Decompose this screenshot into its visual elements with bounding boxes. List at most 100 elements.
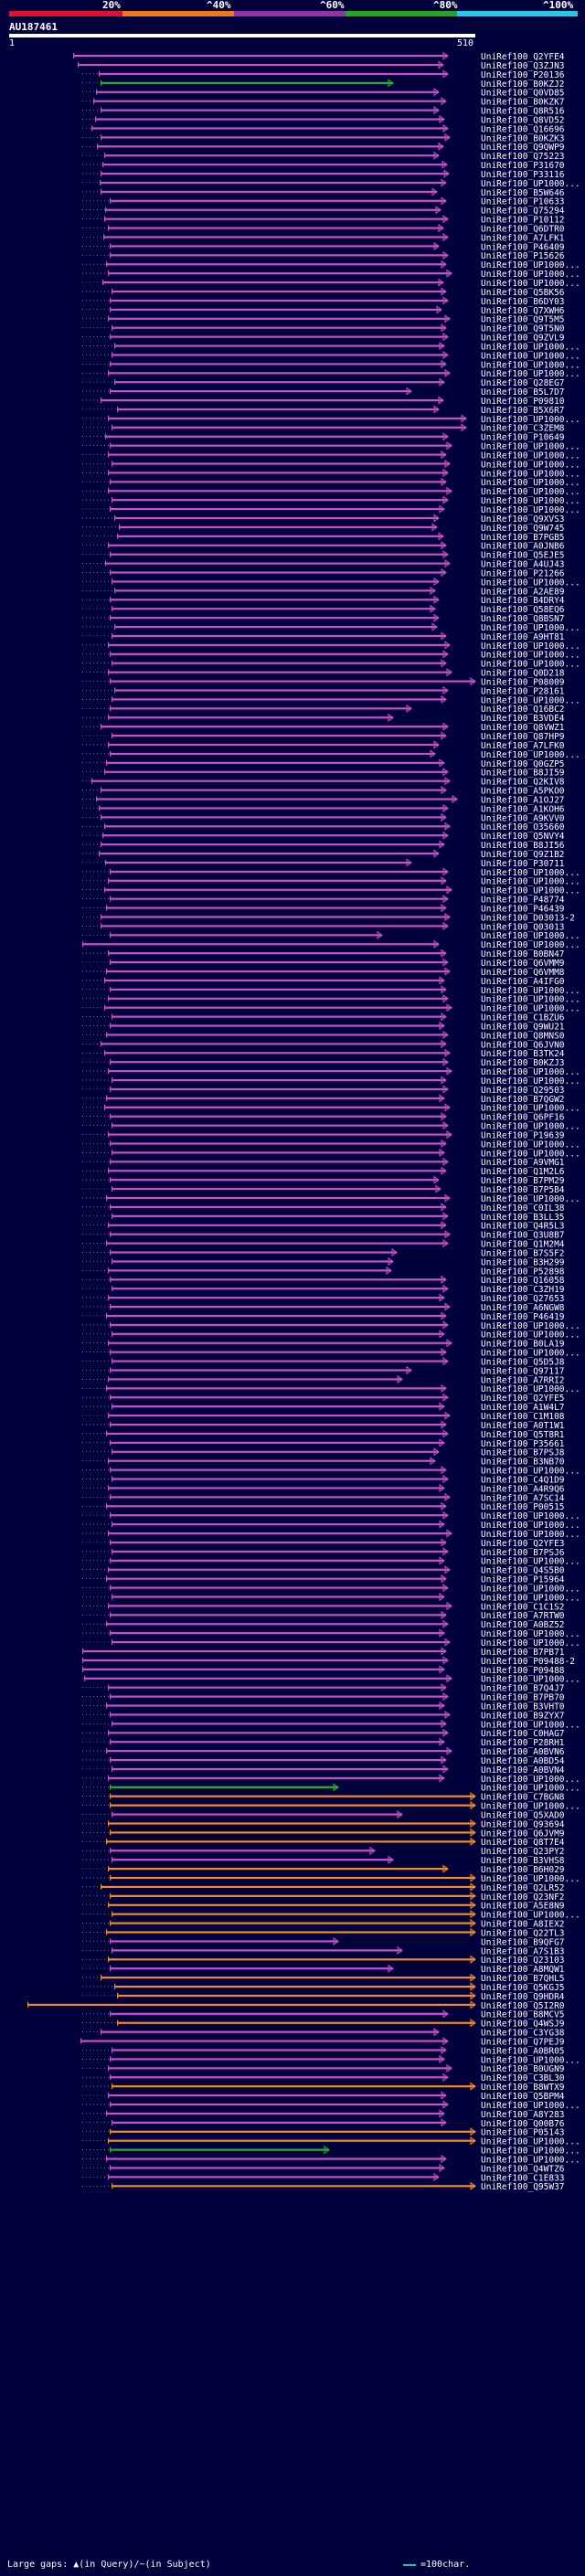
hit-row[interactable]: UniRef100_C4Q1D9: [82, 1474, 565, 1485]
hit-row[interactable]: UniRef100_Q9Z1B2: [82, 849, 565, 860]
hit-row[interactable]: UniRef100_Q9W745: [82, 523, 565, 534]
hit-label[interactable]: UniRef100_A0BR05: [481, 2046, 565, 2056]
hit-label[interactable]: UniRef100_Q7PEJ9: [481, 2037, 565, 2047]
hit-row[interactable]: UniRef100_A2AE89: [82, 586, 565, 597]
hit-row[interactable]: UniRef100_UP1000...: [82, 359, 580, 370]
hit-label[interactable]: UniRef100_A0BZ52: [481, 1620, 565, 1630]
hit-row[interactable]: UniRef100_B6DY03: [82, 296, 565, 307]
hit-row[interactable]: UniRef100_B7PM29: [82, 1175, 565, 1186]
hit-label[interactable]: UniRef100_UP1000...: [481, 660, 580, 670]
hit-row[interactable]: UniRef100_Q2YFE4: [73, 51, 565, 62]
hit-row[interactable]: UniRef100_Q6VMM8: [82, 967, 565, 978]
hit-label[interactable]: UniRef100_Q2YFE4: [481, 52, 565, 62]
hit-label[interactable]: UniRef100_B7PGB5: [481, 533, 565, 543]
hit-row[interactable]: UniRef100_B0KZK3: [82, 133, 565, 143]
hit-row[interactable]: UniRef100_UP1000...: [82, 1529, 580, 1540]
hit-label[interactable]: UniRef100_UP1000...: [481, 1638, 580, 1648]
hit-row[interactable]: UniRef100_P15626: [82, 250, 565, 261]
hit-label[interactable]: UniRef100_UP1000...: [481, 1802, 580, 1812]
hit-row[interactable]: UniRef100_Q7PEJ9: [80, 2037, 565, 2047]
hit-row[interactable]: UniRef100_A0BD54: [82, 1755, 565, 1766]
hit-row[interactable]: UniRef100_C3ZH19: [82, 1284, 565, 1295]
hit-row[interactable]: UniRef100_P19639: [82, 1130, 565, 1140]
hit-label[interactable]: UniRef100_Q75294: [481, 207, 565, 217]
hit-label[interactable]: UniRef100_C0HAG7: [481, 1729, 565, 1739]
hit-row[interactable]: UniRef100_Q4WSJ9: [82, 2019, 565, 2030]
hit-row[interactable]: UniRef100_A9HT81: [82, 631, 565, 642]
hit-label[interactable]: UniRef100_P28RH1: [481, 1738, 565, 1748]
hit-row[interactable]: UniRef100_UP1000...: [82, 1628, 580, 1639]
hit-label[interactable]: UniRef100_Q93694: [481, 1819, 565, 1829]
hit-row[interactable]: UniRef100_Q0D218: [82, 668, 565, 679]
hit-row[interactable]: UniRef100_P15964: [82, 1574, 565, 1585]
hit-row[interactable]: UniRef100_B7PGB5: [82, 532, 565, 543]
hit-label[interactable]: UniRef100_Q16058: [481, 1276, 565, 1286]
hit-label[interactable]: UniRef100_UP1000...: [481, 1067, 580, 1077]
hit-label[interactable]: UniRef100_B6DY03: [481, 297, 565, 307]
hit-label[interactable]: UniRef100_Q5EJE5: [481, 551, 565, 561]
hit-row[interactable]: UniRef100_Q4WTZ6: [82, 2163, 565, 2174]
hit-row[interactable]: UniRef100_B7P5B4: [82, 1184, 565, 1195]
hit-label[interactable]: UniRef100_Q75223: [481, 152, 565, 162]
hit-row[interactable]: UniRef100_P09810: [82, 396, 565, 407]
hit-row[interactable]: UniRef100_A7RTW0: [82, 1610, 565, 1621]
hit-row[interactable]: UniRef100_B5X6R7: [82, 405, 565, 416]
hit-row[interactable]: UniRef100_Q75223: [82, 151, 565, 162]
hit-label[interactable]: UniRef100_Q9W745: [481, 524, 565, 534]
hit-row[interactable]: UniRef100_UP1000...: [82, 368, 580, 379]
hit-row[interactable]: UniRef100_Q9HDR4: [82, 1991, 565, 2002]
hit-row[interactable]: UniRef100_B4DRY4: [82, 595, 565, 606]
hit-label[interactable]: UniRef100_UP1000...: [481, 478, 580, 488]
hit-row[interactable]: UniRef100_A0BVN6: [82, 1746, 565, 1757]
hit-label[interactable]: UniRef100_A7RRI2: [481, 1375, 565, 1385]
hit-label[interactable]: UniRef100_C1E833: [481, 2173, 565, 2183]
hit-row[interactable]: UniRef100_B0UGN9: [82, 2063, 565, 2074]
hit-row[interactable]: UniRef100_UP1000...: [82, 622, 580, 633]
hit-row[interactable]: UniRef100_A9KVV0: [82, 812, 565, 823]
hit-label[interactable]: UniRef100_C3YG38: [481, 2029, 565, 2039]
hit-label[interactable]: UniRef100_B7PSJ6: [481, 1548, 565, 1558]
hit-label[interactable]: UniRef100_A1KOH6: [481, 804, 565, 814]
hit-row[interactable]: UniRef100_Q97117: [82, 1365, 565, 1376]
hit-label[interactable]: UniRef100_Q23103: [481, 1956, 565, 1966]
hit-label[interactable]: UniRef100_Q2YFE5: [481, 1394, 565, 1404]
hit-label[interactable]: UniRef100_UP1000...: [481, 279, 580, 289]
hit-label[interactable]: UniRef100_Q27653: [481, 1294, 565, 1304]
hit-row[interactable]: UniRef100_UP1000...: [82, 495, 580, 506]
hit-row[interactable]: UniRef100_Q5KGJ5: [82, 1982, 565, 1993]
hit-row[interactable]: UniRef100_UP1000...: [82, 477, 580, 488]
hit-row[interactable]: UniRef100_UP1000...: [82, 641, 580, 652]
hit-row[interactable]: UniRef100_B3TK24: [82, 1048, 565, 1059]
hit-row[interactable]: UniRef100_UP1000...: [82, 867, 580, 878]
hit-row[interactable]: UniRef100_C0IL38: [82, 1203, 565, 1214]
hit-label[interactable]: UniRef100_B3VHS8: [481, 1856, 565, 1866]
hit-row[interactable]: UniRef100_P09488-2: [82, 1656, 575, 1667]
hit-row[interactable]: UniRef100_A6NGW8: [82, 1302, 565, 1313]
hit-row[interactable]: UniRef100_UP1000...: [82, 1511, 580, 1521]
hit-label[interactable]: UniRef100_A1OJ27: [481, 795, 565, 805]
hit-label[interactable]: UniRef100_B0UGN9: [481, 2064, 565, 2074]
hit-label[interactable]: UniRef100_Q6DTR0: [481, 224, 565, 234]
hit-label[interactable]: UniRef100_Q0D218: [481, 669, 565, 679]
hit-row[interactable]: UniRef100_Q58EQ6: [82, 604, 565, 615]
hit-row[interactable]: UniRef100_Q6DTR0: [82, 224, 565, 234]
hit-label[interactable]: UniRef100_A0BD54: [481, 1756, 565, 1766]
hit-row[interactable]: UniRef100_Q6PF16: [82, 1112, 565, 1123]
hit-row[interactable]: UniRef100_UP1000...: [82, 441, 580, 452]
hit-row[interactable]: UniRef100_Q95W37: [82, 2181, 565, 2192]
hit-label[interactable]: UniRef100_A7LFK0: [481, 741, 565, 751]
hit-label[interactable]: UniRef100_B0KZK3: [481, 133, 565, 143]
hit-row[interactable]: UniRef100_B0KZJ3: [82, 1057, 565, 1068]
hit-row[interactable]: UniRef100_UP1000...: [82, 749, 580, 760]
hit-row[interactable]: UniRef100_UP1000...: [82, 1801, 580, 1812]
hit-row[interactable]: UniRef100_UP1000...: [82, 1148, 580, 1159]
hit-label[interactable]: UniRef100_UP1000...: [481, 2155, 580, 2165]
hit-row[interactable]: UniRef100_UP1000...: [82, 876, 580, 887]
hit-row[interactable]: UniRef100_Q23103: [82, 1955, 565, 1966]
hit-label[interactable]: UniRef100_B7QHL5: [481, 1974, 565, 1984]
hit-label[interactable]: UniRef100_Q8MNS0: [481, 1031, 565, 1041]
hit-label[interactable]: UniRef100_A8IEX2: [481, 1920, 565, 1930]
hit-row[interactable]: UniRef100_UP1000...: [82, 486, 580, 497]
hit-row[interactable]: UniRef100_Q9XVS3: [82, 514, 565, 525]
hit-label[interactable]: UniRef100_Q0VD85: [481, 89, 565, 99]
